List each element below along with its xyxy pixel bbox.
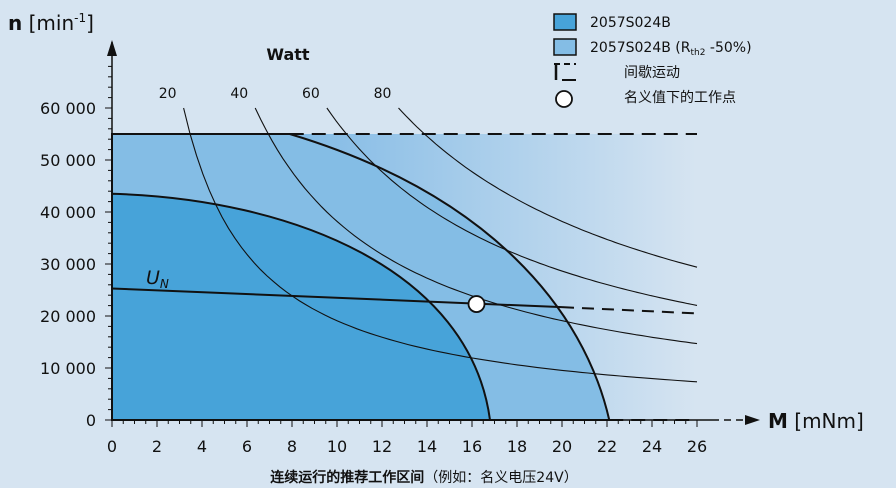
legend-swatch-1 xyxy=(553,13,577,31)
x-tick-label-10: 10 xyxy=(327,437,347,456)
x-tick-label-24: 24 xyxy=(642,437,662,456)
continuous-region xyxy=(111,192,492,421)
y-tick-label-0: 0 xyxy=(86,411,96,430)
un-label: UN xyxy=(146,267,169,291)
legend: 2057S024B 2057S024B (Rth2 -50%) 间歇运动名义值下的工… xyxy=(553,13,752,108)
x-tick-label-18: 18 xyxy=(507,437,527,456)
x-tick-label-4: 4 xyxy=(197,437,207,456)
x-axis-title: M [mNm] xyxy=(768,409,864,433)
x-tick-label-2: 2 xyxy=(152,437,162,456)
y-tick-label-60000: 60 000 xyxy=(40,99,96,118)
un-line-dashed xyxy=(561,306,698,315)
legend-label-1: 2057S024B xyxy=(590,15,671,31)
operating-regions xyxy=(111,133,697,421)
power-curve-80 xyxy=(398,107,698,268)
power-unit-label: Watt xyxy=(266,45,310,64)
power-curve-label-60: 60 xyxy=(302,86,320,102)
x-tick-label-8: 8 xyxy=(287,437,297,456)
chart-caption: 连续运行的推荐工作区间（例如：名义电压24V） xyxy=(270,469,577,486)
x-tick-label-22: 22 xyxy=(597,437,617,456)
un-line-solid xyxy=(111,287,563,309)
legend-circle xyxy=(555,90,573,108)
power-curve-label-20: 20 xyxy=(159,86,177,102)
x-axis-arrow xyxy=(745,415,760,425)
x-tick-label-20: 20 xyxy=(552,437,572,456)
power-curve-20 xyxy=(183,107,698,383)
y-tick-label-40000: 40 000 xyxy=(40,203,96,222)
nominal-point xyxy=(467,295,486,313)
x-tick-label-26: 26 xyxy=(687,437,707,456)
y-axis-arrow xyxy=(107,40,117,56)
power-curve-label-80: 80 xyxy=(374,86,392,102)
legend-label-4: 名义值下的工作点 xyxy=(624,90,736,106)
x-tick-label-12: 12 xyxy=(372,437,392,456)
labels: 20 40 60 80 Watt UN xyxy=(146,45,391,291)
power-curve-label-40: 40 xyxy=(230,86,248,102)
x-tick-label-14: 14 xyxy=(417,437,437,456)
y-tick-label-10000: 10 000 xyxy=(40,359,96,378)
y-tick-label-30000: 30 000 xyxy=(40,255,96,274)
x-tick-label-6: 6 xyxy=(242,437,252,456)
legend-label-3: 间歇运动 xyxy=(624,65,680,81)
x-tick-label-16: 16 xyxy=(462,437,482,456)
legend-swatch-2 xyxy=(553,38,577,56)
legend-label-2: 2057S024B (Rth2 -50%) xyxy=(590,40,752,58)
power-curve-60 xyxy=(326,107,698,306)
x-tick-label-0: 0 xyxy=(107,437,117,456)
y-tick-label-20000: 20 000 xyxy=(40,307,96,326)
power-curves xyxy=(111,107,698,383)
y-axis-title: n [min-1] xyxy=(8,11,94,35)
y-tick-label-50000: 50 000 xyxy=(40,151,96,170)
